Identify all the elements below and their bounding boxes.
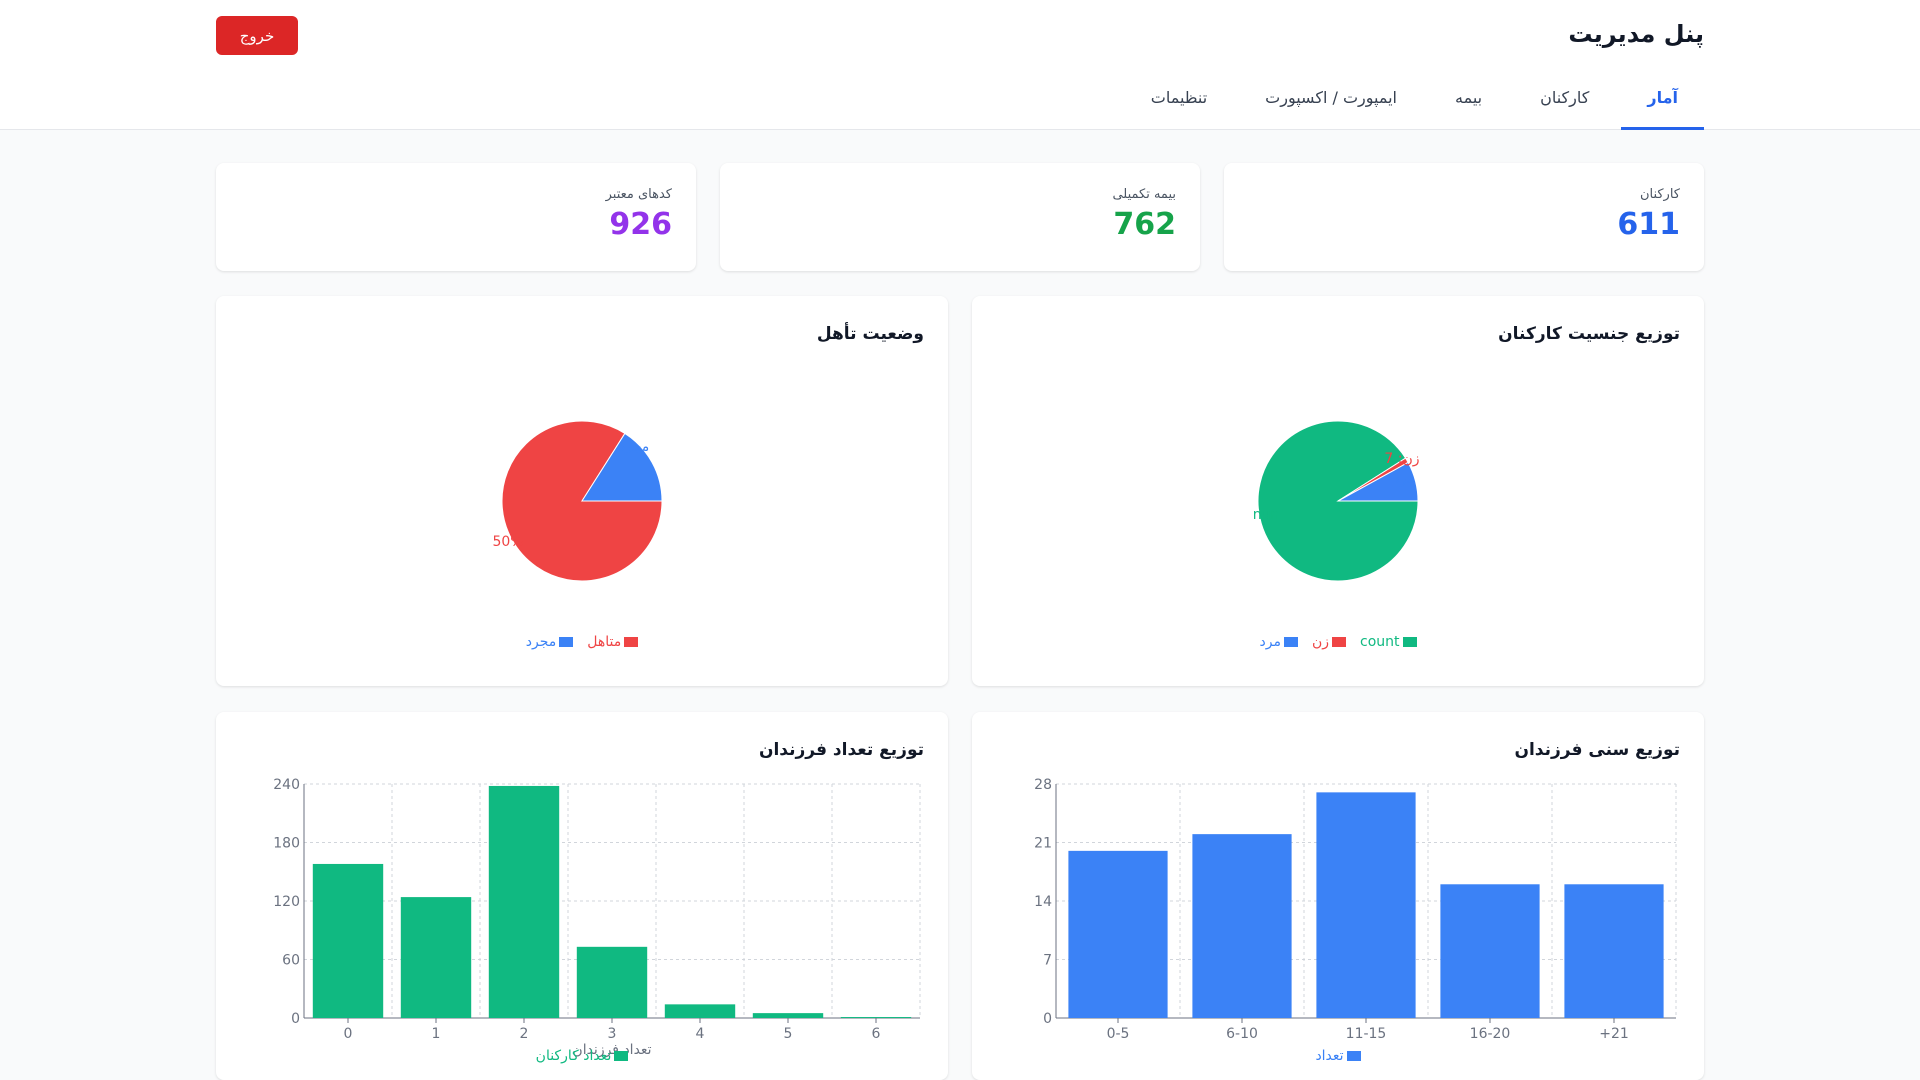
bar[interactable]	[1192, 834, 1292, 1018]
x-tick-label: 0-5	[1107, 1026, 1130, 1042]
legend-label: متاهل	[587, 634, 622, 650]
bar[interactable]	[576, 946, 648, 1018]
legend-swatch	[1346, 1051, 1361, 1061]
stat-label: بیمه تکمیلی	[1112, 187, 1176, 202]
bar[interactable]	[400, 897, 472, 1018]
chart-legend: متاهل مجرد	[216, 634, 948, 650]
x-tick-label: 4	[696, 1026, 705, 1042]
legend-swatch	[559, 637, 574, 647]
slice-label: 50%	[492, 534, 523, 550]
x-tick-label: 0	[344, 1026, 353, 1042]
child-age-bar-chart: 0 7 14 21 28 0-5 6-10 11-15 16-20 +21	[1034, 777, 1677, 1042]
legend-item[interactable]: تعداد کارکنان	[536, 1048, 629, 1064]
legend-item[interactable]: مرد	[1260, 634, 1298, 650]
legend-item[interactable]: متاهل	[587, 634, 639, 650]
legend-swatch	[1283, 637, 1298, 647]
page-title: پنل مدیریت	[1568, 20, 1704, 48]
chart-title: توزیع جنسیت کارکنان	[1498, 324, 1680, 344]
bar[interactable]	[752, 1013, 824, 1018]
x-tick-label: 2	[520, 1026, 529, 1042]
stat-value: 611	[1617, 207, 1680, 242]
slice-label: مجرد	[619, 439, 650, 455]
x-tick-label: 3	[608, 1026, 617, 1042]
y-tick-label: 7	[1043, 953, 1052, 969]
legend-label: count	[1360, 634, 1400, 650]
legend-label: مجرد	[525, 634, 557, 650]
legend-swatch	[1402, 637, 1417, 647]
chart-legend: تعداد کارکنان	[216, 1048, 948, 1064]
y-tick-label: 60	[282, 953, 300, 969]
slice-label: nun	[1253, 507, 1280, 523]
stat-card-employees: کارکنان 611	[1224, 163, 1704, 271]
y-tick-label: 28	[1034, 777, 1052, 793]
chart-title: توزیع سنی فرزندان	[1514, 740, 1680, 760]
y-tick-label: 240	[273, 777, 300, 793]
slice-label: مرد	[1393, 471, 1414, 487]
children-count-chart-card: توزیع تعداد فرزندان 0 60 120 180 240 0 1 2 3 4 5 6 ت…	[216, 712, 948, 1080]
logout-button[interactable]: خروج	[216, 16, 298, 55]
stat-value: 926	[609, 207, 672, 242]
bar[interactable]	[664, 1004, 736, 1018]
x-tick-label: 11-15	[1346, 1026, 1387, 1042]
bar[interactable]	[1068, 850, 1168, 1018]
chart-title: وضعیت تأهل	[816, 324, 924, 344]
bar[interactable]	[1564, 884, 1664, 1018]
legend-swatch	[1332, 637, 1347, 647]
legend-label: تعداد	[1315, 1048, 1344, 1064]
bar[interactable]	[312, 863, 384, 1018]
chart-title: توزیع تعداد فرزندان	[758, 740, 924, 760]
x-tick-label: 16-20	[1470, 1026, 1511, 1042]
y-tick-label: 0	[1043, 1011, 1052, 1027]
legend-label: زن	[1311, 634, 1330, 650]
x-axis-label: تعداد فرزندان	[572, 1042, 651, 1058]
legend-swatch	[624, 637, 639, 647]
chart-legend: تعداد	[972, 1048, 1704, 1064]
tab-employees[interactable]: کارکنان	[1540, 88, 1590, 107]
legend-item[interactable]: زن	[1311, 634, 1347, 650]
bar[interactable]	[488, 785, 560, 1018]
y-tick-label: 0	[291, 1011, 300, 1027]
gender-pie-chart: nun زن: 7 مرد	[1253, 420, 1420, 582]
chart-legend: count زن مرد	[972, 634, 1704, 650]
tab-stats[interactable]: آمار	[1621, 70, 1704, 130]
x-tick-label: 6	[872, 1026, 881, 1042]
stat-label: کدهای معتبر	[605, 187, 672, 202]
legend-item[interactable]: تعداد	[1315, 1048, 1361, 1064]
gender-chart-card: توزیع جنسیت کارکنان nun زن: 7 مرد count زن…	[972, 296, 1704, 686]
x-tick-label: 5	[784, 1026, 793, 1042]
legend-swatch	[614, 1051, 629, 1061]
x-tick-label: 6-10	[1226, 1026, 1258, 1042]
child-age-chart-card: توزیع سنی فرزندان 0 7 14 21 28 0-5 6-10 11-15 16…	[972, 712, 1704, 1080]
tab-insurance[interactable]: بیمه	[1454, 88, 1483, 107]
legend-label: مرد	[1259, 634, 1281, 650]
x-tick-label: +21	[1599, 1026, 1629, 1042]
tab-import-export[interactable]: ایمپورت / اکسپورت	[1265, 88, 1397, 107]
bar[interactable]	[840, 1017, 912, 1018]
stat-value: 762	[1113, 207, 1176, 242]
y-tick-label: 180	[273, 836, 300, 852]
marital-pie-chart: 50% مجرد	[492, 420, 663, 582]
stat-card-valid-codes: کدهای معتبر 926	[216, 163, 696, 271]
x-tick-label: 1	[432, 1026, 441, 1042]
marital-chart-card: وضعیت تأهل 50% مجرد متاهل مجرد	[216, 296, 948, 686]
pie-slice[interactable]	[1337, 461, 1419, 502]
top-header: پنل مدیریت خروج آمار کارکنان بیمه ایمپور…	[0, 0, 1920, 130]
children-count-bar-chart: 0 60 120 180 240 0 1 2 3 4 5 6 تعداد فرزندان	[273, 777, 921, 1058]
legend-label: تعداد کارکنان	[535, 1048, 612, 1064]
stat-card-supplementary-insurance: بیمه تکمیلی 762	[720, 163, 1200, 271]
legend-item[interactable]: count	[1360, 634, 1417, 650]
pie-slice[interactable]	[581, 432, 663, 502]
y-tick-label: 21	[1034, 836, 1052, 852]
y-tick-label: 120	[273, 894, 300, 910]
main-tabs: آمار کارکنان بیمه ایمپورت / اکسپورت تنظی…	[1119, 70, 1704, 130]
legend-item[interactable]: مجرد	[526, 634, 574, 650]
bar[interactable]	[1440, 884, 1540, 1018]
slice-label: زن: 7	[1384, 451, 1419, 467]
tab-settings[interactable]: تنظیمات	[1150, 88, 1208, 107]
stat-label: کارکنان	[1639, 187, 1680, 202]
y-tick-label: 14	[1034, 894, 1052, 910]
bar[interactable]	[1316, 792, 1416, 1018]
